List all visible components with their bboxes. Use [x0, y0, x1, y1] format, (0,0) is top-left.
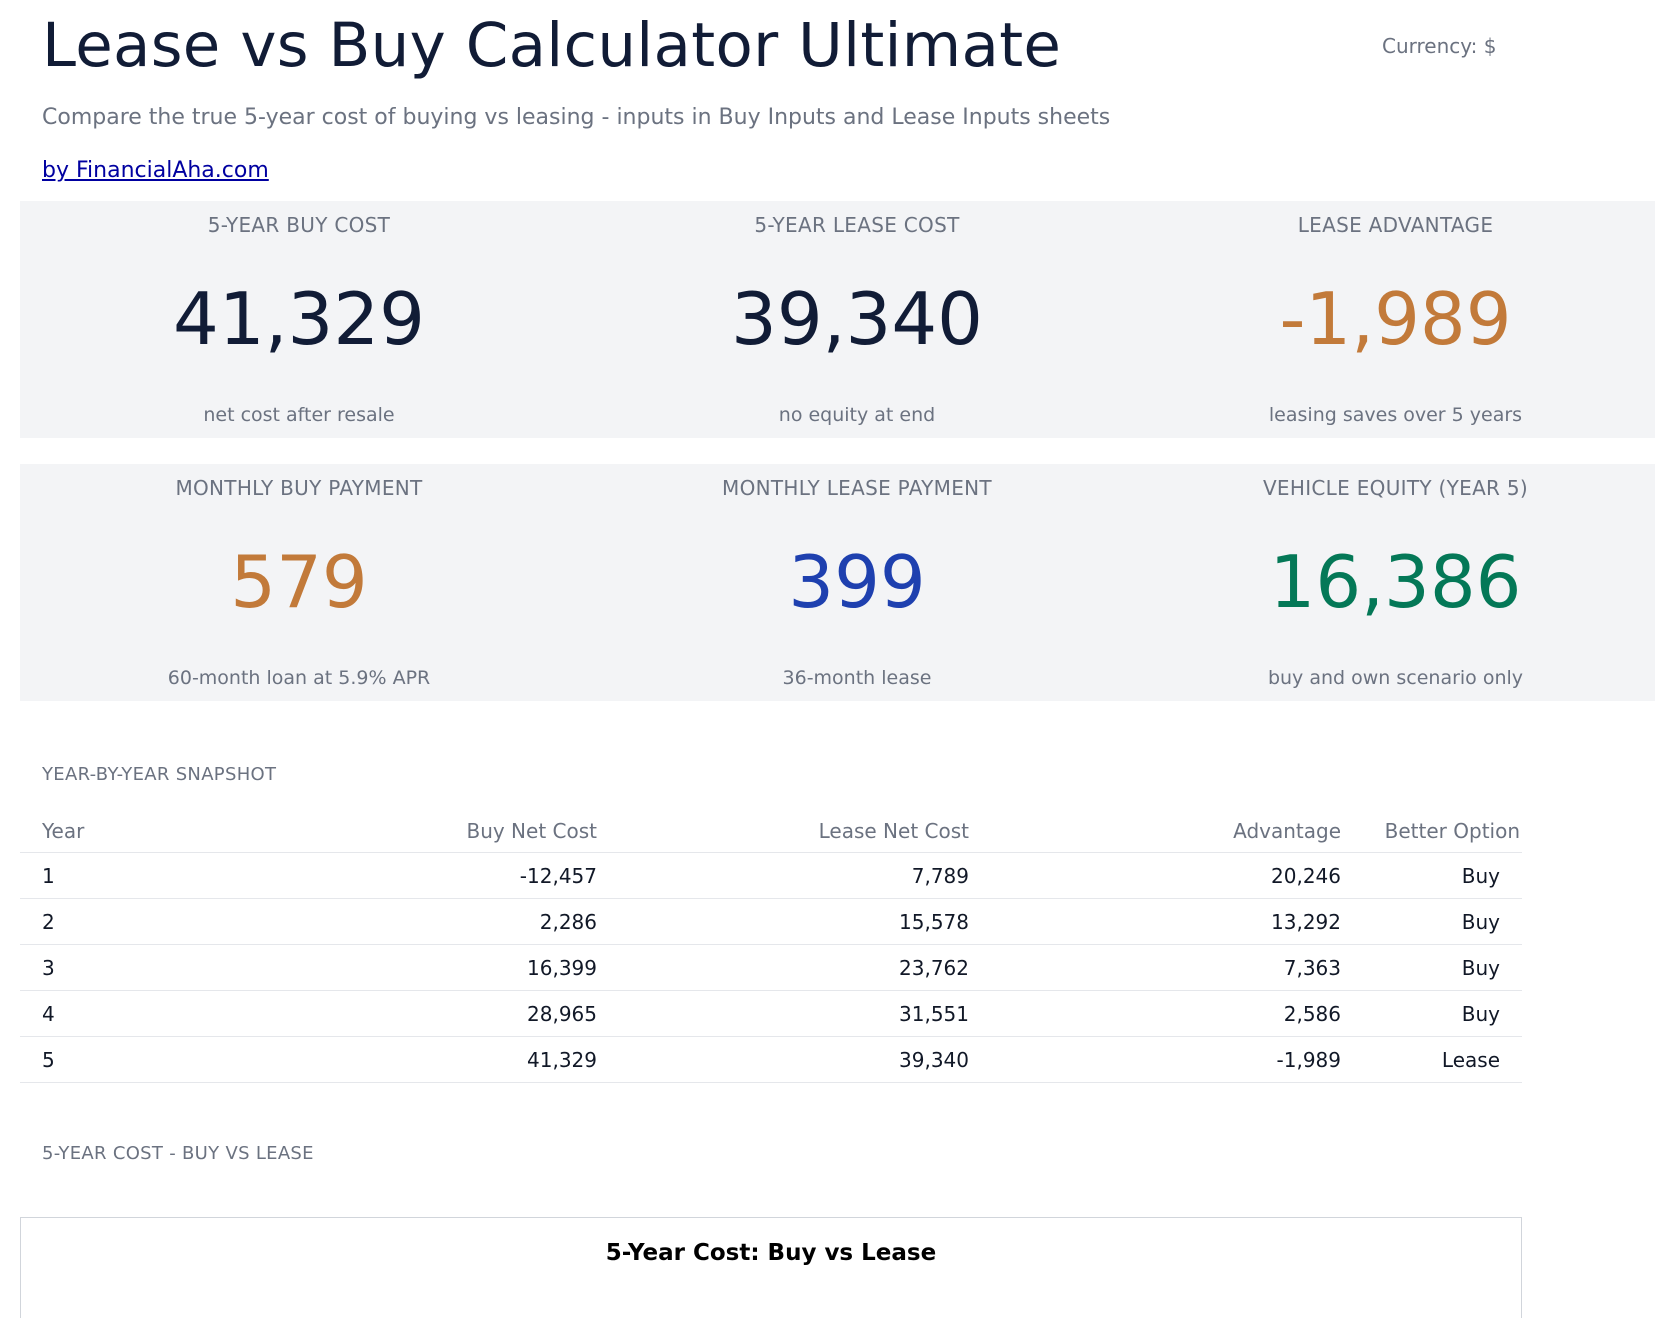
kpi-label: MONTHLY LEASE PAYMENT [722, 476, 992, 500]
cell-buy: 2,286 [242, 898, 597, 945]
cell-year: 1 [20, 852, 242, 899]
cell-year: 5 [20, 1036, 242, 1083]
table-row: 1 -12,457 7,789 20,246 Buy [20, 852, 1522, 899]
kpi-value: 41,329 [173, 277, 425, 361]
kpi-label: VEHICLE EQUITY (YEAR 5) [1262, 476, 1529, 500]
table-header-row: Year Buy Net Cost Lease Net Cost Advanta… [20, 810, 1522, 853]
page-title: Lease vs Buy Calculator Ultimate [42, 10, 1062, 81]
kpi-label: 5-YEAR BUY COST [207, 213, 391, 237]
table-row: 2 2,286 15,578 13,292 Buy [20, 898, 1522, 945]
currency-label: Currency: $ [1382, 34, 1497, 58]
kpi-value: 399 [788, 540, 926, 624]
kpi-note: net cost after resale [203, 404, 395, 426]
cell-better-option: Lease [1341, 1036, 1522, 1083]
snapshot-table: Year Buy Net Cost Lease Net Cost Advanta… [20, 810, 1522, 1083]
cell-lease: 15,578 [597, 898, 969, 945]
cell-lease: 39,340 [597, 1036, 969, 1083]
chart-container: 5-Year Cost: Buy vs Lease [20, 1217, 1522, 1318]
page-subtitle: Compare the true 5-year cost of buying v… [42, 105, 1111, 130]
kpi-value: 39,340 [731, 277, 983, 361]
kpi-card-lease-advantage: LEASE ADVANTAGE -1,989 leasing saves ove… [1136, 201, 1655, 438]
cell-advantage: 20,246 [969, 852, 1341, 899]
kpi-band-payments: MONTHLY BUY PAYMENT 579 60-month loan at… [20, 464, 1655, 701]
column-header-lease: Lease Net Cost [597, 810, 969, 853]
kpi-label: MONTHLY BUY PAYMENT [175, 476, 423, 500]
kpi-band-costs: 5-YEAR BUY COST 41,329 net cost after re… [20, 201, 1655, 438]
cell-lease: 23,762 [597, 944, 969, 991]
kpi-value: 16,386 [1269, 540, 1522, 624]
chart-section-title: 5-YEAR COST - BUY VS LEASE [42, 1143, 314, 1164]
cell-year: 3 [20, 944, 242, 991]
kpi-label: LEASE ADVANTAGE [1297, 213, 1494, 237]
chart-title: 5-Year Cost: Buy vs Lease [605, 1240, 937, 1266]
column-header-better-option: Better Option [1341, 810, 1522, 853]
cell-better-option: Buy [1341, 990, 1522, 1037]
kpi-value: 579 [230, 540, 368, 624]
kpi-card-monthly-buy: MONTHLY BUY PAYMENT 579 60-month loan at… [20, 464, 578, 701]
cell-buy: 16,399 [242, 944, 597, 991]
kpi-value: -1,989 [1279, 277, 1512, 361]
kpi-note: 60-month loan at 5.9% APR [167, 667, 431, 689]
snapshot-section-title: YEAR-BY-YEAR SNAPSHOT [42, 764, 277, 785]
table-row: 5 41,329 39,340 -1,989 Lease [20, 1036, 1522, 1083]
kpi-note: 36-month lease [782, 667, 932, 689]
cell-better-option: Buy [1341, 898, 1522, 945]
cell-year: 2 [20, 898, 242, 945]
cell-buy: 28,965 [242, 990, 597, 1037]
column-header-buy: Buy Net Cost [242, 810, 597, 853]
cell-better-option: Buy [1341, 852, 1522, 899]
kpi-card-buy-cost: 5-YEAR BUY COST 41,329 net cost after re… [20, 201, 578, 438]
cell-buy: -12,457 [242, 852, 597, 899]
cell-buy: 41,329 [242, 1036, 597, 1083]
table-row: 4 28,965 31,551 2,586 Buy [20, 990, 1522, 1037]
kpi-card-vehicle-equity: VEHICLE EQUITY (YEAR 5) 16,386 buy and o… [1136, 464, 1655, 701]
cell-year: 4 [20, 990, 242, 1037]
kpi-label: 5-YEAR LEASE COST [754, 213, 960, 237]
kpi-card-lease-cost: 5-YEAR LEASE COST 39,340 no equity at en… [578, 201, 1136, 438]
cell-advantage: 7,363 [969, 944, 1341, 991]
cell-advantage: 13,292 [969, 898, 1341, 945]
cell-lease: 7,789 [597, 852, 969, 899]
column-header-advantage: Advantage [969, 810, 1341, 853]
kpi-note: no equity at end [778, 404, 936, 426]
byline-link[interactable]: by FinancialAha.com [42, 158, 269, 183]
kpi-note: buy and own scenario only [1267, 667, 1524, 689]
column-header-year: Year [20, 810, 242, 853]
cell-lease: 31,551 [597, 990, 969, 1037]
kpi-note: leasing saves over 5 years [1268, 404, 1523, 426]
kpi-card-monthly-lease: MONTHLY LEASE PAYMENT 399 36-month lease [578, 464, 1136, 701]
cell-advantage: -1,989 [969, 1036, 1341, 1083]
cell-advantage: 2,586 [969, 990, 1341, 1037]
table-row: 3 16,399 23,762 7,363 Buy [20, 944, 1522, 991]
cell-better-option: Buy [1341, 944, 1522, 991]
